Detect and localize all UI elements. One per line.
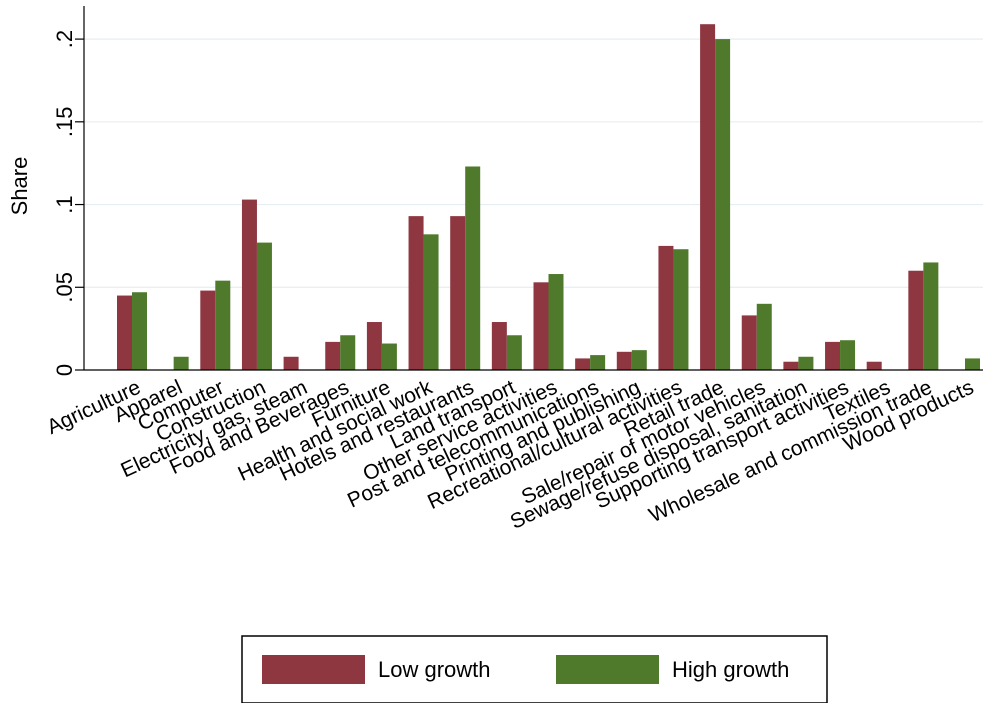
bar-high-growth-sewage-refuse-disposal-sanitation — [798, 356, 814, 370]
bar-low-growth-post-and-telecommunications — [575, 358, 591, 370]
y-tick-label: .15 — [52, 107, 77, 138]
bar-high-growth-furniture — [381, 343, 397, 370]
x-axis-category-labels: AgricultureApparelComputerConstructionEl… — [43, 376, 977, 534]
bar-high-growth-computer — [215, 280, 231, 370]
bar-low-growth-agriculture — [117, 295, 132, 370]
bar-high-growth-other-service-activities — [548, 274, 564, 370]
bar-low-growth-wholesale-and-commission-trade — [908, 270, 924, 370]
legend-swatch-high-growth — [556, 655, 659, 684]
bar-high-growth-apparel — [173, 356, 189, 370]
y-tick-label: .05 — [52, 272, 77, 303]
bar-high-growth-supporting-transport-activities — [840, 340, 856, 370]
bar-low-growth-supporting-transport-activities — [825, 341, 841, 370]
bar-high-growth-recreational-cultural-activities — [673, 249, 689, 370]
legend-label-high-growth: High growth — [672, 657, 789, 682]
bar-high-growth-hotels-and-restaurants — [465, 166, 481, 370]
bar-low-growth-computer — [200, 290, 216, 370]
legend-label-low-growth: Low growth — [378, 657, 491, 682]
bar-high-growth-food-and-beverages — [340, 335, 356, 370]
bar-low-growth-sewage-refuse-disposal-sanitation — [783, 361, 799, 370]
bar-high-growth-construction — [256, 242, 272, 370]
bar-low-growth-electricity-gas-steam — [283, 356, 299, 370]
bar-low-growth-construction — [241, 199, 257, 370]
bar-low-growth-furniture — [366, 322, 382, 370]
bars — [117, 24, 980, 370]
axes — [83, 6, 983, 371]
legend-swatch-low-growth — [262, 655, 365, 684]
bar-high-growth-land-transport — [506, 335, 522, 370]
y-tick-label: .1 — [52, 195, 77, 213]
bar-high-growth-printing-and-publishing — [631, 350, 647, 370]
bar-high-growth-post-and-telecommunications — [590, 355, 606, 370]
bar-high-growth-sale-repair-of-motor-vehicles — [756, 303, 772, 370]
y-axis-ticks: 0 .05 .1 .15 .2 — [52, 30, 84, 376]
y-tick-label: .2 — [52, 30, 77, 48]
y-tick-label: 0 — [52, 364, 77, 376]
legend: Low growth High growth — [241, 635, 828, 703]
bar-low-growth-food-and-beverages — [325, 341, 341, 370]
bar-high-growth-health-and-social-work — [423, 234, 439, 370]
bar-low-growth-retail-trade — [700, 24, 716, 370]
bar-low-growth-textiles — [866, 361, 882, 370]
bar-low-growth-recreational-cultural-activities — [658, 245, 674, 370]
bar-low-growth-other-service-activities — [533, 282, 549, 370]
bar-low-growth-hotels-and-restaurants — [450, 216, 466, 370]
bar-low-growth-sale-repair-of-motor-vehicles — [741, 315, 757, 370]
bar-high-growth-wholesale-and-commission-trade — [923, 262, 939, 370]
bar-low-growth-health-and-social-work — [408, 216, 424, 370]
bar-high-growth-retail-trade — [715, 39, 731, 370]
bar-high-growth-wood-products — [965, 358, 980, 370]
y-axis-title: Share — [7, 157, 32, 216]
bar-high-growth-agriculture — [132, 292, 147, 370]
gridlines — [84, 38, 983, 288]
bar-low-growth-printing-and-publishing — [616, 351, 632, 370]
bar-low-growth-land-transport — [491, 322, 507, 370]
